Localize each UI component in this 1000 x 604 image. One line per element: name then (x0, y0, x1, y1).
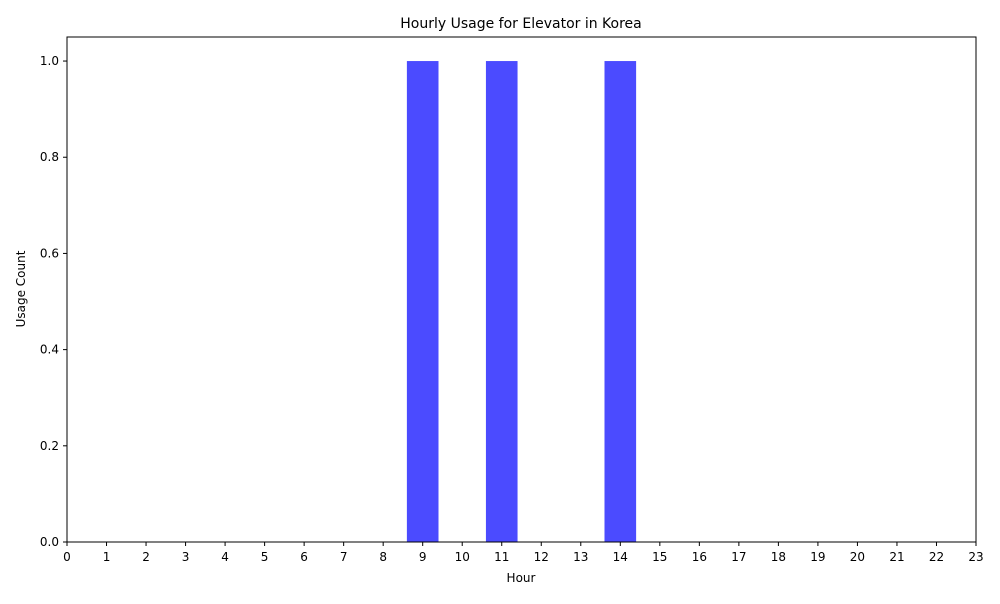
x-tick-label: 1 (103, 550, 111, 564)
y-tick-label: 0.6 (40, 246, 59, 260)
x-tick-label: 3 (182, 550, 190, 564)
y-tick-label: 0.4 (40, 343, 59, 357)
x-tick-label: 7 (340, 550, 348, 564)
x-tick-label: 15 (652, 550, 667, 564)
x-ticks-layer: 0 1 2 3 4 5 6 7 8 9 10 11 12 13 14 15 16 17 18 19 20 21 22 23 (63, 542, 984, 564)
x-tick-label: 4 (221, 550, 229, 564)
x-tick-label: 10 (455, 550, 470, 564)
x-tick-label: 6 (300, 550, 308, 564)
x-tick-label: 14 (613, 550, 628, 564)
x-tick-label: 23 (968, 550, 983, 564)
y-tick-label: 0.8 (40, 150, 59, 164)
x-tick-label: 21 (889, 550, 904, 564)
plot-frame (66, 36, 977, 543)
x-axis-label: Hour (507, 571, 536, 585)
x-tick-label: 9 (419, 550, 427, 564)
y-tick-label: 1.0 (40, 54, 59, 68)
bars-layer (406, 61, 637, 543)
x-tick-label: 11 (494, 550, 509, 564)
chart-title: Hourly Usage for Elevator in Korea (400, 16, 642, 32)
bar-hour-14 (604, 61, 637, 543)
bar-hour-9 (406, 61, 439, 543)
y-tick-label: 0.0 (40, 535, 59, 549)
x-tick-label: 17 (731, 550, 746, 564)
x-tick-label: 13 (573, 550, 588, 564)
bar-hour-11 (485, 61, 518, 543)
x-tick-label: 19 (810, 550, 825, 564)
x-tick-label: 5 (261, 550, 269, 564)
x-tick-label: 8 (379, 550, 387, 564)
y-ticks-layer: 0.0 0.2 0.4 0.6 0.8 1.0 (40, 54, 67, 549)
x-tick-label: 16 (692, 550, 707, 564)
x-tick-label: 12 (534, 550, 549, 564)
x-tick-label: 20 (850, 550, 865, 564)
y-tick-label: 0.2 (40, 439, 59, 453)
x-tick-label: 18 (771, 550, 786, 564)
x-tick-label: 0 (63, 550, 71, 564)
x-tick-label: 22 (929, 550, 944, 564)
y-axis-label: Usage Count (14, 250, 28, 327)
x-tick-label: 2 (142, 550, 150, 564)
